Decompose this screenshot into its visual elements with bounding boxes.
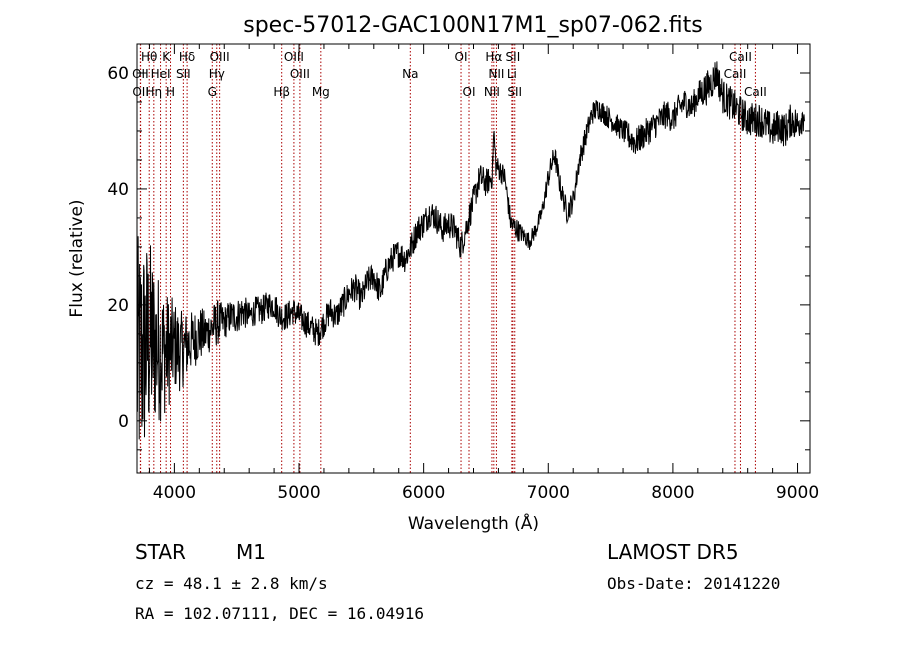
spectral-line-label: OIII	[284, 50, 304, 64]
spectral-line-label: Mg	[312, 85, 330, 99]
coordinates: RA = 102.07111, DEC = 16.04916	[135, 604, 424, 623]
spectral-line-label: CaII	[744, 85, 767, 99]
spectral-line-label: NII	[488, 67, 504, 81]
observation-date: Obs-Date: 20141220	[607, 574, 780, 593]
y-tick-label: 60	[107, 64, 129, 84]
spectral-line-label: Li	[507, 67, 517, 81]
axis-ticks: 4000 5000 6000 7000 8000 9000 0 20 40 60	[107, 44, 819, 503]
spectrum-line	[136, 61, 806, 440]
spectral-line-label: CaII	[729, 50, 752, 64]
spectral-line-label: Na	[402, 67, 418, 81]
spectral-line-label: OIII	[210, 50, 230, 64]
spectral-line-label: CaII	[724, 67, 747, 81]
x-tick-label: 8000	[651, 483, 694, 503]
spectral-line-label: OII	[132, 67, 149, 81]
spectral-line-label: SII	[506, 50, 521, 64]
spectral-line-label: OI	[455, 50, 468, 64]
spectral-line-label: Hα	[485, 50, 502, 64]
x-tick-label: 5000	[277, 483, 320, 503]
spectral-line-label: Hδ	[179, 50, 195, 64]
spectral-line-label: OI	[463, 85, 476, 99]
spectral-line-label: Hη	[146, 85, 163, 99]
spectrum-series	[136, 61, 806, 440]
spectral-line-label: Hβ	[273, 85, 290, 99]
survey-name: LAMOST DR5	[607, 540, 739, 564]
x-tick-label: 6000	[402, 483, 445, 503]
y-tick-label: 0	[118, 412, 129, 432]
y-tick-label: 40	[107, 180, 129, 200]
object-class: STAR	[135, 540, 186, 564]
redshift-velocity: cz = 48.1 ± 2.8 km/s	[135, 574, 328, 593]
spectral-line-label: HeI	[151, 67, 171, 81]
spectral-line-label: H	[166, 85, 175, 99]
x-tick-label: 7000	[527, 483, 570, 503]
x-tick-label: 4000	[153, 483, 196, 503]
y-tick-label: 20	[107, 296, 129, 316]
x-tick-label: 9000	[776, 483, 819, 503]
spectral-line-label: SII	[507, 85, 522, 99]
plot-frame	[136, 43, 811, 474]
spectral-line-labels: Hθ K Hδ OIII OIII OI Hα SII CaII OII HeI SII Hγ OIII N…	[132, 50, 767, 99]
chart-title: spec-57012-GAC100N17M1_sp07-062.fits	[243, 13, 703, 38]
spectral-line-label: Hγ	[209, 67, 225, 81]
spectral-line-label: OIII	[290, 67, 310, 81]
spectral-line-label: OII	[132, 85, 149, 99]
y-axis-title: Flux (relative)	[67, 199, 87, 317]
spectral-line-label: NII	[484, 85, 500, 99]
spectral-line-label: Hθ	[141, 50, 157, 64]
spectral-line-label: K	[162, 50, 171, 64]
object-subclass: M1	[236, 540, 266, 564]
spectral-line-markers	[139, 44, 756, 473]
spectral-line-label: SII	[176, 67, 191, 81]
spectral-line-label: G	[208, 85, 217, 99]
x-axis-title: Wavelength (Å)	[408, 512, 539, 534]
